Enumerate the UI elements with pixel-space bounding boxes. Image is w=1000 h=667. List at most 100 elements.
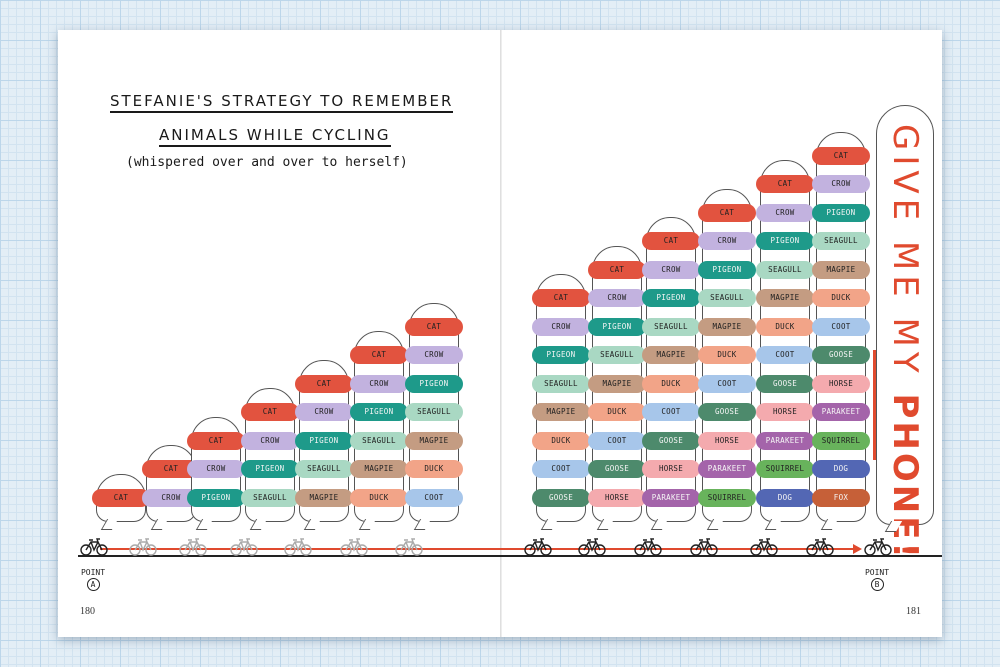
bicycle-icon xyxy=(806,538,834,556)
route-line xyxy=(100,548,855,550)
animal-label-horse: HORSE xyxy=(756,403,814,421)
bicycle-icon xyxy=(230,538,258,556)
animal-label-pigeon: PIGEON xyxy=(698,260,756,279)
ground-line xyxy=(78,555,942,557)
book-gutter xyxy=(500,30,502,637)
speech-bubble xyxy=(146,445,196,522)
animal-label-squirrel: SQUIRREL xyxy=(698,488,756,507)
animal-label-crow: CROW xyxy=(642,260,700,279)
animal-label-crow: CROW xyxy=(812,175,870,193)
animal-label-magpie: MAGPIE xyxy=(812,260,870,279)
point-a: POINT A xyxy=(73,568,113,591)
animal-label-goose: GOOSE xyxy=(756,374,814,393)
animal-label-magpie: MAGPIE xyxy=(642,346,700,364)
animal-label-seagull: SEAGULL xyxy=(698,289,756,307)
animal-label-duck: DUCK xyxy=(698,346,756,364)
animal-label-crow: CROW xyxy=(241,431,299,450)
animal-label-parakeet: PARAKEET xyxy=(642,488,700,507)
animal-label-pigeon: PIGEON xyxy=(241,460,299,478)
animal-label-coot: COOT xyxy=(756,346,814,364)
animal-label-fox: FOX xyxy=(812,488,870,507)
animal-label-cat: CAT xyxy=(642,232,700,250)
animal-label-duck: DUCK xyxy=(588,403,646,421)
animal-label-crow: CROW xyxy=(142,488,200,507)
animal-label-seagull: SEAGULL xyxy=(405,403,463,421)
animal-label-duck: DUCK xyxy=(812,289,870,307)
animal-label-goose: GOOSE xyxy=(812,346,870,364)
animal-label-pigeon: PIGEON xyxy=(642,289,700,307)
animal-label-pigeon: PIGEON xyxy=(405,374,463,393)
animal-label-crow: CROW xyxy=(532,317,590,336)
animal-label-crow: CROW xyxy=(350,374,408,393)
animal-label-coot: COOT xyxy=(588,431,646,450)
animal-label-horse: HORSE xyxy=(698,431,756,450)
animal-label-squirrel: SQUIRREL xyxy=(756,460,814,478)
bicycle-icon xyxy=(179,538,207,556)
page-number-left: 180 xyxy=(80,606,95,617)
animal-label-coot: COOT xyxy=(698,374,756,393)
animal-label-cat: CAT xyxy=(187,431,245,450)
animal-label-cat: CAT xyxy=(698,203,756,222)
point-b: POINT B xyxy=(857,568,897,591)
subtitle: (whispered over and over to herself) xyxy=(126,155,408,170)
bicycle-icon xyxy=(690,538,718,556)
bicycle-icon xyxy=(284,538,312,556)
animal-label-seagull: SEAGULL xyxy=(756,260,814,279)
animal-label-parakeet: PARAKEET xyxy=(756,431,814,450)
animal-label-magpie: MAGPIE xyxy=(350,460,408,478)
animal-label-pigeon: PIGEON xyxy=(812,203,870,222)
animal-label-seagull: SEAGULL xyxy=(350,431,408,450)
bicycle-icon xyxy=(634,538,662,556)
animal-label-cat: CAT xyxy=(812,146,870,165)
animal-label-crow: CROW xyxy=(187,460,245,478)
animal-label-magpie: MAGPIE xyxy=(698,317,756,336)
title-line-2: ANIMALS WHILE CYCLING xyxy=(159,126,391,147)
animal-label-magpie: MAGPIE xyxy=(588,374,646,393)
animal-label-pigeon: PIGEON xyxy=(295,431,353,450)
animal-label-seagull: SEAGULL xyxy=(642,317,700,336)
route-arrowhead xyxy=(853,544,862,554)
animal-label-goose: GOOSE xyxy=(642,431,700,450)
animal-label-cat: CAT xyxy=(756,175,814,193)
animal-label-seagull: SEAGULL xyxy=(295,460,353,478)
animal-label-magpie: MAGPIE xyxy=(405,431,463,450)
animal-label-magpie: MAGPIE xyxy=(295,488,353,507)
phone-message-part-2: PHONE! xyxy=(885,393,925,561)
animal-label-dog: DOG xyxy=(812,460,870,478)
animal-label-magpie: MAGPIE xyxy=(756,289,814,307)
animal-label-duck: DUCK xyxy=(642,374,700,393)
bicycle-icon xyxy=(750,538,778,556)
animal-label-squirrel: SQUIRREL xyxy=(812,431,870,450)
animal-label-crow: CROW xyxy=(405,346,463,364)
point-a-label: POINT xyxy=(80,568,106,577)
animal-label-seagull: SEAGULL xyxy=(812,232,870,250)
animal-label-cat: CAT xyxy=(92,488,150,507)
page-number-right: 181 xyxy=(906,606,921,617)
animal-label-crow: CROW xyxy=(588,289,646,307)
animal-label-coot: COOT xyxy=(405,488,463,507)
animal-label-duck: DUCK xyxy=(350,488,408,507)
bicycle-icon xyxy=(340,538,368,556)
animal-label-pigeon: PIGEON xyxy=(532,346,590,364)
bicycle-icon xyxy=(395,538,423,556)
bicycle-icon xyxy=(578,538,606,556)
bicycle-icon xyxy=(80,538,108,556)
phone-speech-bubble: GIVE ME MY PHONE! xyxy=(876,105,934,561)
animal-label-pigeon: PIGEON xyxy=(187,488,245,507)
animal-label-seagull: SEAGULL xyxy=(241,488,299,507)
animal-label-dog: DOG xyxy=(756,488,814,507)
animal-label-goose: GOOSE xyxy=(532,488,590,507)
speech-bubble xyxy=(536,274,586,522)
animal-label-coot: COOT xyxy=(532,460,590,478)
animal-label-crow: CROW xyxy=(698,232,756,250)
animal-label-seagull: SEAGULL xyxy=(588,346,646,364)
bicycle-icon xyxy=(864,538,892,556)
animal-label-horse: HORSE xyxy=(588,488,646,507)
animal-label-parakeet: PARAKEET xyxy=(812,403,870,421)
animal-label-crow: CROW xyxy=(756,203,814,222)
animal-label-horse: HORSE xyxy=(642,460,700,478)
animal-label-duck: DUCK xyxy=(405,460,463,478)
phone-message-part-1: GIVE ME MY xyxy=(885,124,925,394)
animal-label-pigeon: PIGEON xyxy=(756,232,814,250)
animal-label-cat: CAT xyxy=(142,460,200,478)
